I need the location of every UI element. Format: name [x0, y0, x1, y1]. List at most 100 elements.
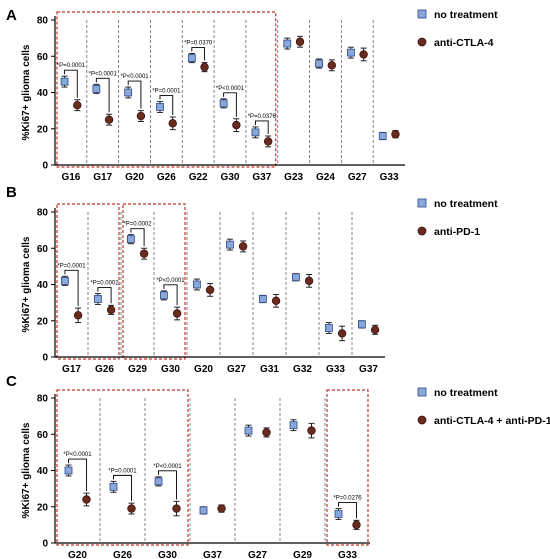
- x-tick-label: G30: [221, 172, 240, 183]
- marker-square: [127, 235, 135, 244]
- x-tick-label: G27: [227, 364, 246, 375]
- marker-square: [324, 324, 333, 332]
- point-treated: [73, 307, 83, 324]
- p-value-label: *P=0.0001: [57, 263, 86, 269]
- x-tick-label: G33: [326, 364, 345, 375]
- marker-circle: [172, 309, 182, 318]
- significance-bracket: *P=0.0002: [123, 222, 152, 247]
- point-no-treatment: [291, 273, 300, 282]
- panel-letter: B: [6, 184, 17, 201]
- bracket-line: [97, 287, 112, 304]
- x-tick-label: G30: [158, 550, 177, 559]
- marker-circle: [263, 137, 273, 146]
- y-tick-label: 20: [37, 316, 49, 327]
- p-value-label: *P=0.0001: [108, 468, 137, 474]
- point-no-treatment: [347, 46, 355, 59]
- marker-square: [357, 320, 366, 329]
- significance-bracket: *P=0.0001: [57, 63, 86, 98]
- point-no-treatment: [289, 419, 298, 432]
- point-treated: [172, 306, 182, 321]
- bracket-line: [158, 470, 177, 500]
- p-value-label: *P<0.0001: [120, 74, 149, 80]
- p-value-label: *P=0.0376: [248, 114, 277, 120]
- point-no-treatment: [324, 322, 333, 334]
- bracket-line: [223, 92, 237, 117]
- point-treated: [82, 492, 91, 507]
- point-no-treatment: [283, 37, 292, 50]
- marker-circle: [139, 249, 149, 258]
- marker-circle: [73, 311, 83, 320]
- point-treated: [172, 500, 181, 517]
- marker-circle: [106, 305, 116, 315]
- legend-label: anti-CTLA-4: [434, 37, 494, 49]
- x-tick-label: G26: [157, 172, 176, 183]
- point-treated: [200, 62, 209, 73]
- point-treated: [205, 283, 215, 297]
- y-tick-label: 0: [42, 353, 48, 364]
- marker-circle: [82, 495, 91, 504]
- point-no-treatment: [60, 75, 69, 88]
- x-tick-label: G17: [93, 172, 112, 183]
- p-value-label: *P<0.0001: [216, 86, 245, 92]
- legend-label: anti-PD-1: [434, 226, 480, 238]
- point-no-treatment: [315, 58, 323, 69]
- point-no-treatment: [94, 293, 102, 305]
- marker-square: [225, 240, 234, 249]
- y-tick-label: 0: [42, 539, 48, 550]
- marker-circle: [370, 325, 380, 335]
- y-tick-label: 60: [37, 52, 49, 63]
- bracket-line: [64, 69, 78, 98]
- marker-square: [61, 276, 69, 285]
- x-tick-label: G22: [189, 172, 208, 183]
- panel-letter: C: [6, 373, 17, 390]
- y-axis-label: %Ki67+ glioma cells: [21, 236, 32, 332]
- point-no-treatment: [61, 275, 69, 286]
- significance-bracket: *P=0.0376: [248, 114, 277, 134]
- point-treated: [104, 113, 114, 126]
- legend-label: no treatment: [434, 198, 498, 210]
- marker-circle: [359, 50, 368, 59]
- marker-square: [289, 421, 298, 430]
- point-treated: [307, 422, 316, 439]
- point-treated: [262, 427, 271, 438]
- p-value-label: *P<0.0001: [156, 278, 185, 284]
- point-no-treatment: [244, 424, 253, 437]
- point-no-treatment: [357, 320, 366, 329]
- p-value-label: *P<0.0001: [89, 71, 118, 77]
- marker-square: [283, 39, 292, 48]
- point-no-treatment: [109, 480, 118, 493]
- legend-label: no treatment: [434, 9, 498, 21]
- point-treated: [139, 247, 149, 260]
- marker-circle: [168, 119, 177, 128]
- marker-square: [60, 77, 69, 86]
- legend-swatch-circle: [417, 226, 427, 236]
- y-tick-label: 80: [37, 16, 49, 27]
- point-treated: [106, 304, 116, 315]
- significance-bracket: *P<0.0001: [89, 71, 118, 113]
- point-no-treatment: [225, 238, 234, 251]
- significance-bracket: *P=0.0002: [90, 281, 119, 304]
- legend: no treatment anti-PD-1: [417, 198, 498, 238]
- point-treated: [337, 325, 347, 342]
- point-treated: [127, 502, 136, 515]
- highlight-box: [56, 389, 189, 546]
- point-no-treatment: [192, 278, 201, 291]
- significance-bracket: *P<0.0001: [120, 74, 149, 109]
- point-treated: [295, 35, 305, 48]
- x-tick-label: G27: [348, 172, 367, 183]
- x-tick-label: G27: [248, 550, 267, 559]
- y-tick-label: 60: [37, 244, 49, 255]
- bracket-line: [127, 80, 142, 109]
- x-tick-label: G17: [62, 364, 81, 375]
- marker-circle: [217, 504, 226, 513]
- x-tick-label: G37: [203, 550, 222, 559]
- x-tick-label: G37: [252, 172, 271, 183]
- marker-circle: [200, 62, 209, 72]
- marker-square: [192, 280, 201, 289]
- legend-label: anti-CTLA-4 + anti-PD-1: [434, 415, 550, 427]
- panel-b: B 0 20 40 60 80 %Ki67+ glioma cells G17 G26 G29 G3…: [6, 184, 498, 375]
- point-treated: [304, 274, 314, 288]
- marker-circle: [172, 504, 181, 513]
- marker-square: [156, 103, 164, 111]
